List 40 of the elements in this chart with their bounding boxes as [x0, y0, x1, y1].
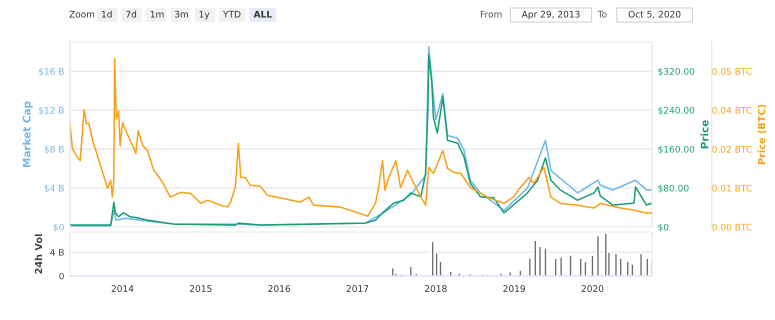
y-tick-label: 4 B [50, 249, 64, 256]
y-tick-label: $12 B [38, 106, 64, 115]
x-tick-label: 2017 [346, 285, 368, 292]
y-tick-label: $4 B [44, 184, 64, 193]
text: To [598, 10, 607, 18]
y2-tick-label: $320.00 [658, 68, 694, 76]
text: 1y [200, 10, 210, 20]
y2-tick-label: $0 [658, 224, 668, 232]
y2-tick-label: $240.00 [658, 106, 694, 115]
y-tick-label: 0 [59, 272, 64, 280]
text: 1d [102, 10, 112, 18]
text: Zoom [69, 10, 94, 18]
y-tick-label: $0 [54, 224, 64, 232]
y3-tick-label: 0.04 BTC [712, 106, 752, 114]
text: 7d [126, 10, 136, 18]
text: Apr 29, 2013 [522, 10, 580, 20]
text: Oct 5, 2020 [628, 10, 680, 19]
y3-tick-label: 0.05 BTC [712, 68, 752, 75]
text: From [480, 10, 502, 18]
x-tick-label: 2020 [582, 285, 604, 292]
x-tick-label: 2018 [424, 285, 447, 292]
y3-tick-label: 0.01 BTC [712, 184, 752, 192]
x-tick-label: 2019 [503, 285, 525, 292]
text: ALL [254, 10, 272, 18]
text: YTD [222, 10, 240, 18]
y2-tick-label: $80.00 [658, 184, 689, 193]
y-tick-label: $8 B [44, 146, 64, 154]
y-tick-label: $16 B [38, 68, 64, 76]
y-axis-title: 24h Vol [34, 234, 42, 274]
y3-tick-label: 0.02 BTC [712, 146, 752, 153]
text: 3m [174, 10, 188, 18]
y3-axis-title: Price (BTC) [758, 104, 766, 164]
y-axis-title: Market Cap [22, 101, 33, 168]
x-tick-label: 2016 [268, 285, 290, 292]
y3-tick-label: 0.00 BTC [712, 224, 752, 231]
y2-tick-label: $160.00 [658, 146, 694, 154]
x-tick-label: 2014 [112, 285, 134, 292]
y2-axis-title: Price [700, 120, 709, 148]
text: 1m [150, 10, 164, 18]
x-tick-label: 2015 [190, 285, 212, 292]
